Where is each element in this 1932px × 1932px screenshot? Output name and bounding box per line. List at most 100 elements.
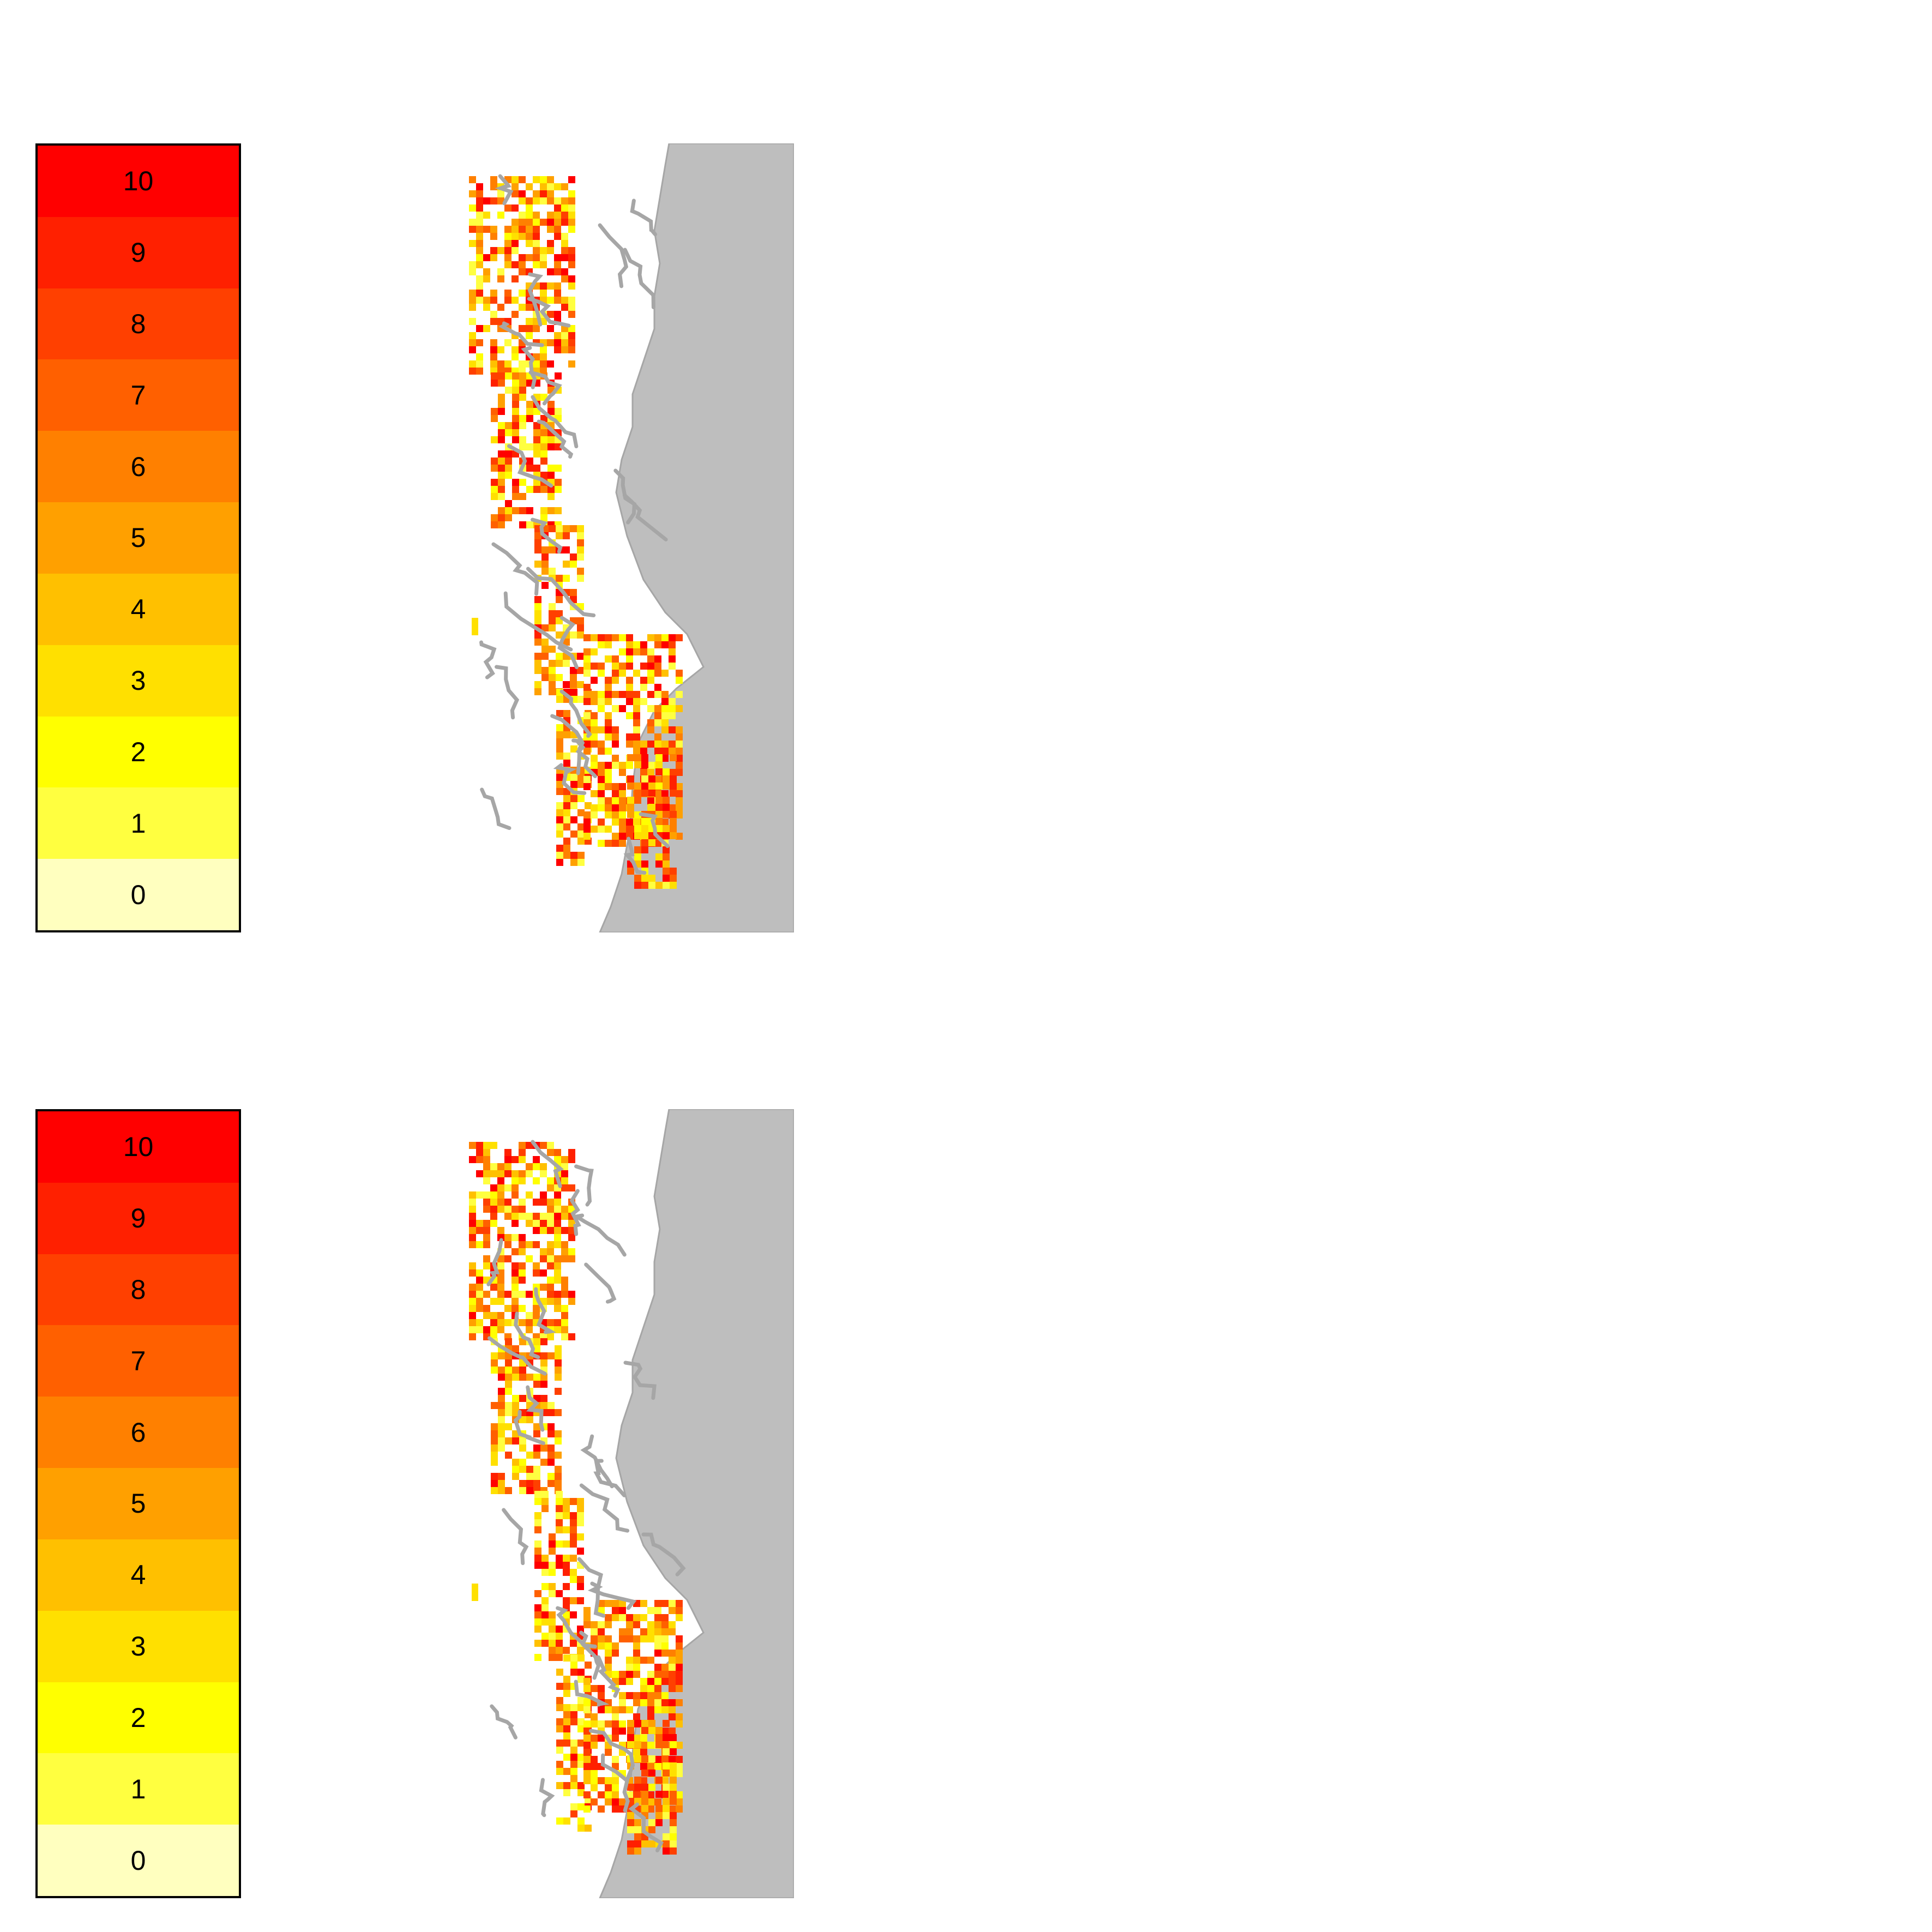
grid-cell <box>605 797 612 804</box>
grid-cell <box>626 1664 633 1671</box>
grid-cell <box>519 436 526 443</box>
grid-cell <box>490 297 497 304</box>
grid-cell <box>654 790 661 797</box>
grid-cell <box>533 325 540 332</box>
grid-cell <box>556 1633 563 1640</box>
grid-cell <box>577 1626 584 1633</box>
grid-cell <box>598 1805 605 1813</box>
grid-cell <box>547 1277 554 1284</box>
grid-cell <box>526 1255 533 1262</box>
grid-cell <box>619 826 626 833</box>
grid-cell <box>555 1430 562 1437</box>
grid-cell <box>563 1505 570 1512</box>
grid-cell <box>534 667 541 674</box>
grid-cell <box>556 1761 563 1768</box>
grid-cell <box>591 755 598 762</box>
grid-cell <box>661 1756 669 1763</box>
grid-cell <box>547 282 554 290</box>
grid-cell <box>670 825 677 832</box>
grid-cell <box>583 1678 591 1685</box>
grid-cell <box>547 219 554 226</box>
grid-cell <box>491 436 498 443</box>
grid-cell <box>626 712 633 719</box>
grid-cell <box>670 1734 677 1741</box>
grid-cell <box>476 247 483 254</box>
grid-cell <box>491 1480 498 1487</box>
grid-cell <box>634 825 641 832</box>
grid-cell <box>556 1590 563 1597</box>
grid-cell <box>598 776 605 783</box>
grid-cell <box>512 436 519 443</box>
grid-cell <box>663 783 670 790</box>
grid-cell <box>526 1191 533 1199</box>
grid-cell <box>534 660 541 667</box>
grid-cell <box>511 176 519 183</box>
grid-cell <box>497 1326 504 1333</box>
grid-cell <box>598 670 605 677</box>
grid-cell <box>605 748 612 755</box>
grid-cell <box>669 1664 676 1671</box>
grid-cell <box>534 1654 541 1661</box>
grid-cell <box>661 1628 669 1635</box>
grid-cell <box>556 1654 563 1661</box>
grid-cell <box>605 712 612 719</box>
grid-cell <box>633 1699 640 1706</box>
grid-cell <box>570 816 577 823</box>
grid-cell <box>533 1466 540 1473</box>
grid-cell <box>585 802 592 809</box>
grid-cell <box>498 408 505 415</box>
grid-cell <box>519 1142 526 1149</box>
grid-cell <box>583 1735 591 1742</box>
grid-cell <box>533 1213 540 1220</box>
grid-cell <box>490 1213 497 1220</box>
grid-cell <box>563 809 570 816</box>
grid-cell <box>633 1791 640 1798</box>
grid-cell <box>661 1642 669 1650</box>
grid-cell <box>598 1685 605 1692</box>
grid-cell <box>533 1430 540 1437</box>
grid-cell <box>511 1262 519 1269</box>
grid-cell <box>512 493 519 500</box>
grid-cell <box>634 790 641 797</box>
grid-cell <box>519 325 526 332</box>
grid-cell <box>511 240 519 247</box>
grid-cell <box>640 1777 647 1784</box>
grid-cell <box>505 450 512 458</box>
grid-cell <box>676 677 683 684</box>
grid-cell <box>641 832 648 839</box>
grid-cell <box>511 1277 519 1284</box>
grid-cell <box>568 304 575 311</box>
grid-cell <box>663 1805 670 1812</box>
grid-cell <box>663 1770 670 1777</box>
grid-cell <box>483 1170 490 1177</box>
grid-cell <box>540 1213 547 1220</box>
grid-cell <box>634 846 641 853</box>
grid-cell <box>612 1706 619 1713</box>
grid-cell <box>547 311 554 318</box>
grid-cell <box>540 1352 547 1359</box>
grid-cell <box>577 1761 585 1768</box>
grid-cell <box>591 1742 598 1749</box>
grid-cell <box>563 816 570 823</box>
grid-cell <box>612 818 619 826</box>
grid-cell <box>540 219 547 226</box>
grid-cell <box>654 1607 661 1614</box>
grid-cell <box>568 204 575 212</box>
grid-cell <box>476 1142 483 1149</box>
grid-cell <box>540 1142 547 1149</box>
grid-cell <box>519 1206 526 1213</box>
grid-cell <box>512 394 519 401</box>
grid-cell <box>469 346 476 353</box>
grid-cell <box>583 783 591 790</box>
grid-cell <box>583 826 591 833</box>
coastline <box>579 1630 601 1680</box>
grid-cell <box>577 553 584 561</box>
grid-cell <box>619 634 626 641</box>
grid-cell <box>483 1149 490 1156</box>
grid-cell <box>568 339 575 346</box>
grid-cell <box>534 561 541 568</box>
coastline <box>630 198 658 237</box>
grid-cell <box>640 677 647 684</box>
grid-cell <box>570 1768 577 1775</box>
grid-cell <box>556 631 563 639</box>
